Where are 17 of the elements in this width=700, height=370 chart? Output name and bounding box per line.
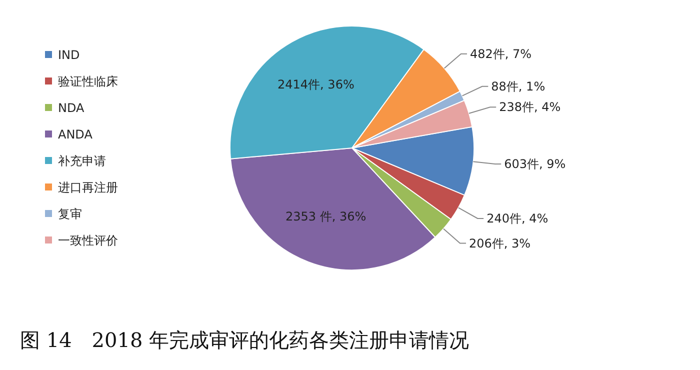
data-label: 2414件, 36% — [278, 77, 354, 92]
legend-label: IND — [58, 48, 80, 62]
legend-label: 验证性临床 — [58, 74, 118, 88]
legend-label: 一致性评价 — [58, 234, 118, 248]
legend-label: ANDA — [58, 128, 94, 142]
data-label: 603件, 9% — [504, 157, 566, 172]
text: 图 14 2018 年完成审评的化药各类注册申请情况 — [20, 328, 470, 352]
data-label: 88件, 1% — [491, 79, 546, 94]
data-label: 2353 件, 36% — [286, 209, 366, 224]
legend-label: 复审 — [58, 207, 82, 221]
data-label: 238件, 4% — [499, 100, 561, 114]
legend-label: NDA — [58, 101, 86, 115]
legend-label: 补充申请 — [58, 154, 106, 168]
data-label: 240件, 4% — [486, 211, 548, 226]
data-label: 206件, 3% — [468, 236, 531, 250]
legend-label: 进口再注册 — [58, 180, 118, 194]
data-label: 482件, 7% — [470, 46, 532, 61]
